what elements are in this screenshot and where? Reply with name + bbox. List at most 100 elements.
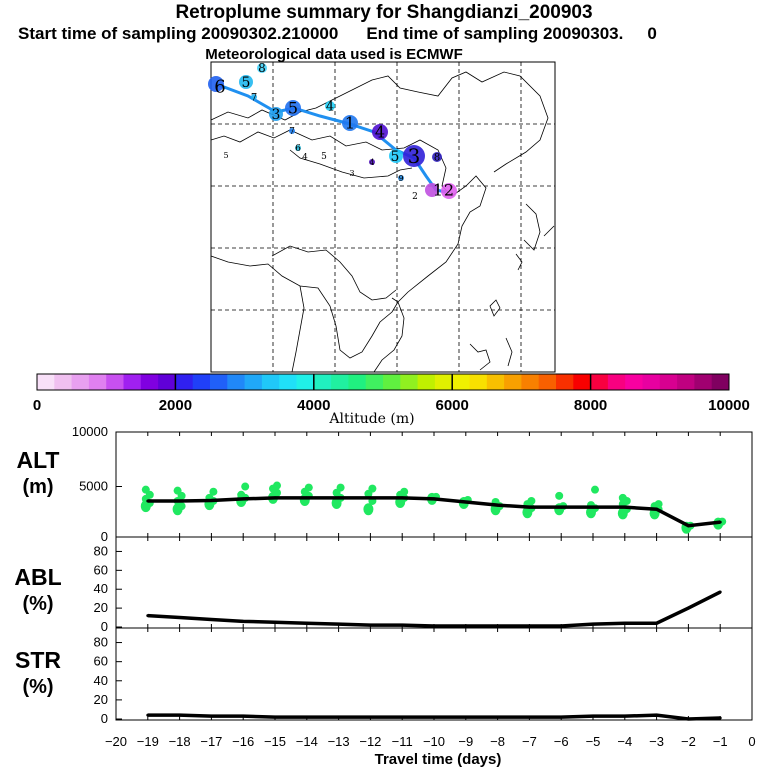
map-cluster-label: 5 xyxy=(391,149,400,165)
str-data-point xyxy=(305,715,309,719)
sampling-times: Start time of sampling 20090302.210000 En… xyxy=(18,24,657,44)
plume-dot xyxy=(403,145,425,167)
altitude-sample-dot xyxy=(173,486,182,495)
colorbar-cell xyxy=(556,374,574,390)
colorbar-cell xyxy=(296,374,315,390)
str-y-tick-label: 20 xyxy=(94,692,108,707)
abl-y-tick-label: 0 xyxy=(101,619,108,634)
colorbar-cell xyxy=(227,374,245,390)
map-cluster-label: 7 xyxy=(289,127,295,137)
alt-y-tick-label: 10000 xyxy=(72,424,108,439)
colorbar-cell xyxy=(590,374,609,390)
altitude-sample-dot xyxy=(241,482,250,491)
x-tick-label: −12 xyxy=(359,734,381,749)
x-tick-label: −19 xyxy=(137,734,159,749)
str-data-point xyxy=(527,715,531,719)
str-data-point xyxy=(496,715,500,719)
alt-data-point xyxy=(337,496,341,500)
altitude-sample-dot xyxy=(141,485,150,494)
colorbar-cell xyxy=(504,374,522,390)
alt-data-point xyxy=(623,505,627,509)
plume-dot xyxy=(372,124,388,140)
map-coastlines xyxy=(210,71,555,373)
colorbar-tick-label: 2000 xyxy=(159,397,192,414)
colorbar-cell xyxy=(538,374,557,390)
plume-dot xyxy=(398,175,404,181)
x-tick-label: −20 xyxy=(105,734,127,749)
colorbar-cell xyxy=(88,374,107,390)
alt-data-point xyxy=(305,496,309,500)
plume-dots xyxy=(208,63,457,199)
map-cluster-label: 2 xyxy=(412,192,418,202)
altitude-sample-dot xyxy=(273,481,281,490)
end-time-trail: 0 xyxy=(647,24,657,43)
altitude-sample-dot xyxy=(527,496,536,505)
str-data-point xyxy=(718,716,722,720)
abl-data-point xyxy=(718,590,722,594)
str-data-point xyxy=(337,715,341,719)
abl-y-tick-label: 80 xyxy=(94,543,108,558)
altitude-sample-dot xyxy=(368,484,377,493)
x-tick-label: −8 xyxy=(490,734,505,749)
x-tick-label: −7 xyxy=(522,734,537,749)
alt-panel-name: ALT xyxy=(16,447,59,473)
abl-data-point xyxy=(559,624,563,628)
alt-data-point xyxy=(655,507,659,511)
alt-data-point xyxy=(368,496,372,500)
map-cluster-label: 4 xyxy=(302,153,308,163)
alt-panel-unit: (m) xyxy=(22,476,53,498)
alt-panel: 10000 5000 0 ALT (m) xyxy=(16,424,753,544)
x-tick-label: −9 xyxy=(458,734,473,749)
map-cluster-label: 5 xyxy=(223,151,228,160)
abl-data-point xyxy=(655,621,659,625)
start-time-label: Start time of sampling 20090302.210000 xyxy=(18,24,339,43)
str-data-point xyxy=(432,715,436,719)
abl-series-line xyxy=(147,590,721,628)
colorbar-cell xyxy=(123,374,142,390)
colorbar-cell xyxy=(54,374,72,390)
x-tick-label: −11 xyxy=(392,734,413,749)
plume-dot xyxy=(295,145,301,151)
str-data-point xyxy=(178,713,182,717)
altitude-sample-dot xyxy=(363,503,374,516)
colorbar-cell xyxy=(469,374,488,390)
plume-dot xyxy=(239,75,253,89)
colorbar-cell xyxy=(71,374,90,390)
abl-data-point xyxy=(241,619,245,623)
map-cluster-label: 8 xyxy=(258,61,266,75)
str-y-tick-label: 80 xyxy=(94,635,108,650)
alt-data-point xyxy=(559,505,563,509)
colorbar-cell xyxy=(348,374,367,390)
abl-data-point xyxy=(432,624,436,628)
str-data-point xyxy=(400,715,404,719)
map-cluster-label: 5 xyxy=(288,99,298,118)
abl-data-point xyxy=(273,620,277,624)
abl-panel: 80 60 40 20 0 ABL (%) xyxy=(14,536,753,634)
map-cluster-label: 3 xyxy=(408,144,421,168)
x-axis-tick-labels: −20 −19 −18 −17 −16 −15 −14 −13 −12 −11 −10 −9 −8 −7−… xyxy=(105,734,756,749)
str-data-point xyxy=(591,714,595,718)
str-panel-frame xyxy=(115,627,753,721)
colorbar-cell xyxy=(573,374,591,390)
colorbar-cell xyxy=(452,374,470,390)
str-data-point xyxy=(655,713,659,717)
colorbar-cell xyxy=(279,374,297,390)
met-data-label: Meteorological data used is ECMWF xyxy=(205,46,463,63)
end-time-label: End time of sampling 20090303. xyxy=(366,24,624,43)
colorbar-tick-label: 8000 xyxy=(574,397,607,414)
colorbar-cell xyxy=(383,374,401,390)
colorbar-cell xyxy=(365,374,384,390)
str-data-point xyxy=(273,715,277,719)
abl-y-tick-label: 40 xyxy=(94,581,108,596)
abl-data-point xyxy=(305,621,309,625)
str-data-point xyxy=(241,714,245,718)
colorbar-cell xyxy=(244,374,263,390)
colorbar-label: Altitude (m) xyxy=(328,411,414,427)
map-cluster-label: 5 xyxy=(242,75,251,91)
map-cluster-label: 9 xyxy=(398,174,403,183)
abl-data-point xyxy=(368,623,372,627)
alt-data-point xyxy=(718,520,722,524)
alt-panel-frame xyxy=(115,431,753,538)
str-data-point xyxy=(464,715,468,719)
